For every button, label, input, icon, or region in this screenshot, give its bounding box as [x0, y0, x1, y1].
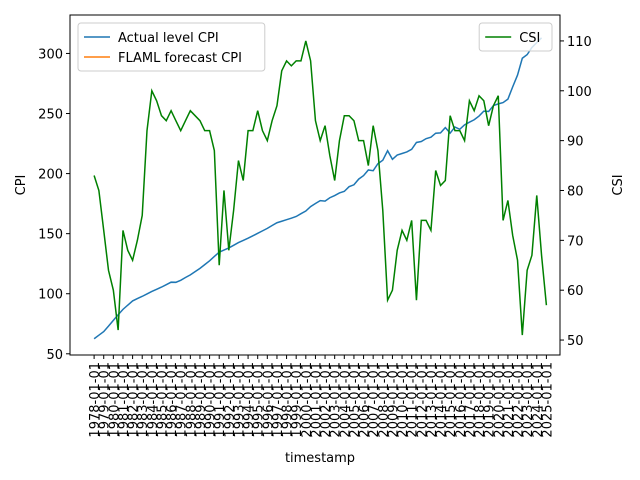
- x-tick-label: 1992-01-01: [223, 362, 238, 438]
- y-tick-label: 100: [38, 288, 63, 303]
- y2-tick-label: 90: [567, 135, 584, 150]
- x-tick-label: 1984-01-01: [146, 362, 161, 438]
- x-tick-label: 1988-01-01: [184, 362, 199, 438]
- x-tick-label: 2018-01-01: [473, 362, 488, 438]
- x-tick-label: 1989-01-01: [194, 362, 209, 438]
- x-tick-label: 1998-01-01: [281, 362, 296, 438]
- x-tick-label: 1999-01-01: [290, 362, 305, 438]
- y2-axis-label: CSI: [611, 174, 626, 195]
- x-tick-label: 1997-01-01: [271, 362, 286, 438]
- x-tick-label: 2013-01-01: [425, 362, 440, 438]
- y2-tick-label: 50: [567, 334, 584, 349]
- y-tick-label: 250: [38, 108, 63, 123]
- x-tick-label: 1986-01-01: [165, 362, 180, 438]
- x-tick-label: 2022-01-01: [512, 362, 527, 438]
- y2-tick-label: 60: [567, 284, 584, 299]
- y2-tick-label: 110: [567, 35, 592, 50]
- x-tick-label: 2002-01-01: [319, 362, 334, 438]
- x-tick-label: 2016-01-01: [454, 362, 469, 438]
- x-tick-label: 2006-01-01: [358, 362, 373, 438]
- x-tick-label: 2021-01-01: [502, 362, 517, 438]
- x-tick-label: 1983-01-01: [136, 362, 151, 438]
- x-tick-label: 1993-01-01: [232, 362, 247, 438]
- x-tick-label: 1982-01-01: [127, 362, 142, 438]
- x-tick-label: 1996-01-01: [261, 362, 276, 438]
- y-axis-label: CPI: [14, 175, 29, 196]
- x-tick-label: 2000-01-01: [300, 362, 315, 438]
- y2-tick-label: 100: [567, 85, 592, 100]
- x-tick-label: 2023-01-01: [521, 362, 536, 438]
- x-tick-label: 1990-01-01: [204, 362, 219, 438]
- x-tick-label: 1981-01-01: [117, 362, 132, 438]
- x-tick-label: 2020-01-01: [492, 362, 507, 438]
- x-tick-label: 1991-01-01: [213, 362, 228, 438]
- x-tick-label: 2007-01-01: [367, 362, 382, 438]
- legend-label: CSI: [519, 31, 540, 46]
- x-tick-label: 1994-01-01: [242, 362, 257, 438]
- legend-label: FLAML forecast CPI: [118, 51, 242, 66]
- x-tick-label: 2014-01-01: [435, 362, 450, 438]
- x-tick-label: 1985-01-01: [155, 362, 170, 438]
- x-tick-label: 2010-01-01: [396, 362, 411, 438]
- x-tick-label: 2008-01-01: [377, 362, 392, 438]
- x-tick-label: 2019-01-01: [483, 362, 498, 438]
- x-tick-label: 2012-01-01: [415, 362, 430, 438]
- x-tick-label: 2015-01-01: [444, 362, 459, 438]
- x-tick-label: 2017-01-01: [463, 362, 478, 438]
- y2-tick-label: 70: [567, 234, 584, 249]
- x-tick-label: 1987-01-01: [175, 362, 190, 438]
- legend-box: [478, 22, 553, 52]
- series-line: [93, 40, 548, 336]
- x-tick-label: 1978-01-01: [88, 362, 103, 438]
- y2-tick-label: 80: [567, 184, 584, 199]
- y-tick-label: 150: [38, 228, 63, 243]
- x-axis-label: timestamp: [285, 451, 355, 466]
- legend-box: [77, 22, 266, 72]
- x-tick-label: 2025-01-01: [540, 362, 555, 438]
- x-tick-label: 2024-01-01: [531, 362, 546, 438]
- x-tick-label: 2001-01-01: [309, 362, 324, 438]
- x-tick-label: 2009-01-01: [386, 362, 401, 438]
- x-tick-label: 2005-01-01: [348, 362, 363, 438]
- series-line: [93, 37, 543, 340]
- x-tick-label: 1979-01-01: [98, 362, 113, 438]
- x-tick-label: 2011-01-01: [406, 362, 421, 438]
- x-tick-label: 2003-01-01: [329, 362, 344, 438]
- y-tick-label: 50: [46, 348, 63, 363]
- legend-label: Actual level CPI: [118, 31, 219, 46]
- y-tick-label: 300: [38, 47, 63, 62]
- x-tick-label: 1980-01-01: [107, 362, 122, 438]
- x-tick-label: 2004-01-01: [338, 362, 353, 438]
- y-tick-label: 200: [38, 168, 63, 183]
- x-tick-label: 1995-01-01: [252, 362, 267, 438]
